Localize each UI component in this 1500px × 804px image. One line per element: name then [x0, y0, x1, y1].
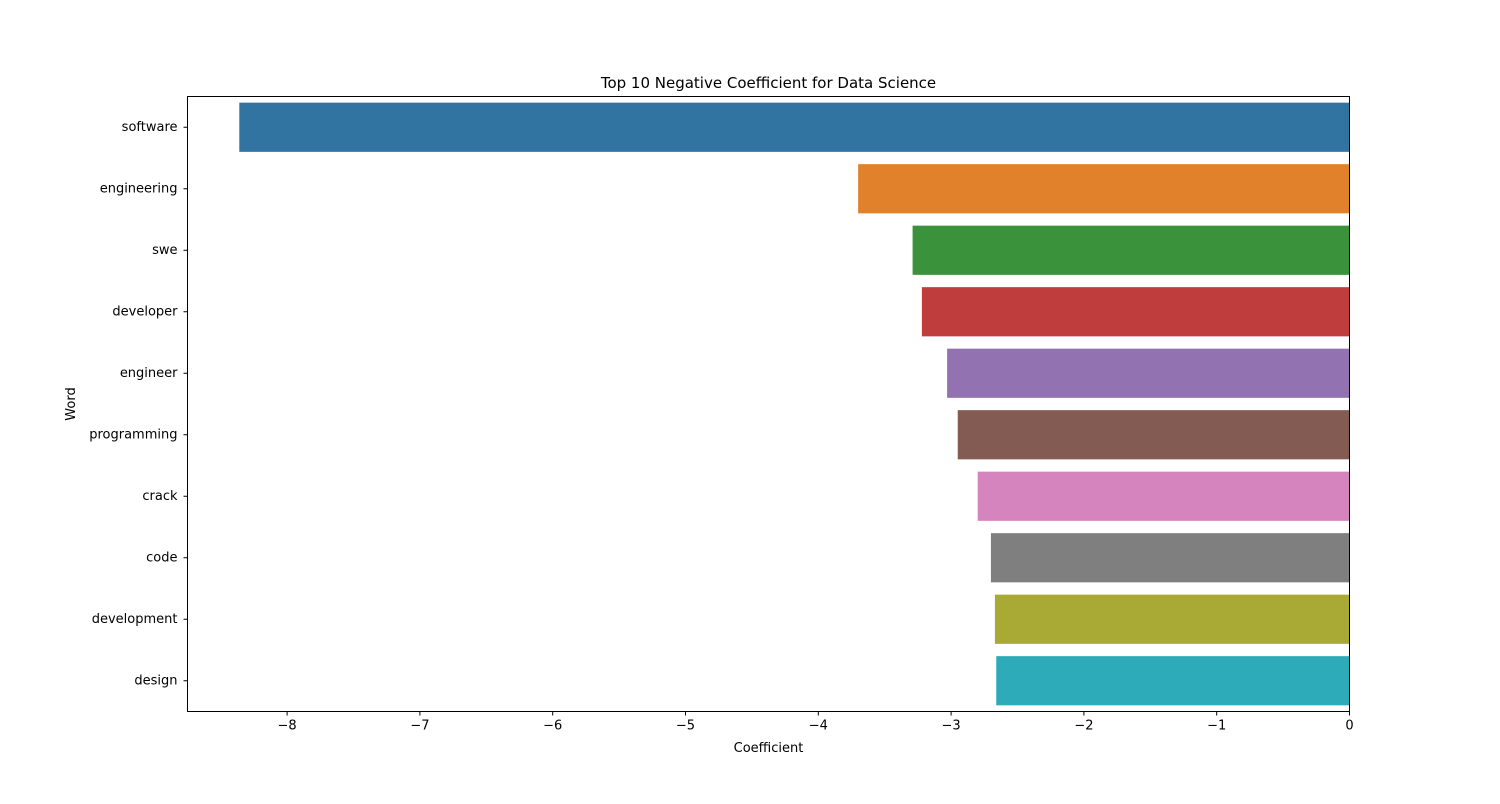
x-axis-label: Coefficient — [734, 741, 804, 756]
bar-swe — [912, 225, 1350, 275]
bar-development — [994, 594, 1350, 644]
x-tick-label: −5 — [676, 719, 695, 734]
bar-software — [239, 102, 1350, 152]
y-tick-label: programming — [89, 427, 177, 442]
bar-engineering — [858, 164, 1350, 214]
y-tick-label: swe — [152, 243, 177, 258]
y-axis-ticks: software engineering swe developer engineer p… — [89, 120, 188, 688]
y-tick-label: software — [122, 120, 178, 135]
y-tick-label: crack — [142, 489, 178, 504]
y-tick-label: engineer — [120, 366, 178, 381]
bar-engineer — [947, 348, 1350, 398]
x-tick-label: −6 — [543, 719, 562, 734]
y-tick-label: design — [134, 673, 177, 688]
y-tick-label: developer — [112, 304, 178, 319]
chart-title: Top 10 Negative Coefficient for Data Sci… — [600, 74, 936, 92]
y-tick-label: code — [146, 550, 177, 565]
x-tick-label: −7 — [410, 719, 429, 734]
x-tick-label: −4 — [809, 719, 828, 734]
x-tick-label: −2 — [1074, 719, 1093, 734]
x-tick-label: 0 — [1345, 719, 1353, 734]
x-tick-label: −8 — [278, 719, 297, 734]
bar-programming — [957, 410, 1350, 460]
x-tick-label: −3 — [942, 719, 961, 734]
y-axis-label: Word — [64, 387, 79, 420]
bar-code — [990, 533, 1350, 583]
plot-frame — [187, 96, 1350, 712]
y-tick-label: development — [92, 612, 178, 627]
bar-developer — [921, 287, 1350, 337]
y-tick-label: engineering — [100, 181, 178, 196]
x-tick-label: −1 — [1207, 719, 1226, 734]
bar-design — [996, 656, 1350, 706]
bars-layer — [239, 102, 1350, 706]
x-axis-ticks: −8 −7 −6 −5 −4 −3 −2 −1 0 — [278, 711, 1354, 734]
bar-crack — [977, 471, 1350, 521]
